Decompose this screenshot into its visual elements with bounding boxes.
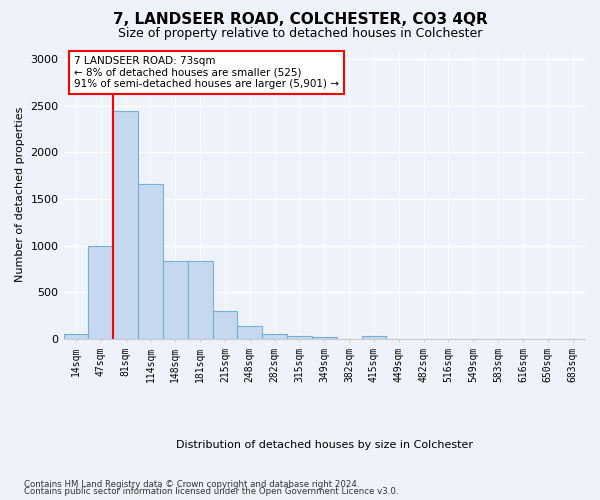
Bar — [212, 312, 238, 339]
Bar — [287, 336, 312, 339]
Text: Size of property relative to detached houses in Colchester: Size of property relative to detached ho… — [118, 28, 482, 40]
Bar — [362, 336, 386, 339]
Bar — [312, 337, 337, 339]
Text: 7 LANDSEER ROAD: 73sqm
← 8% of detached houses are smaller (525)
91% of semi-det: 7 LANDSEER ROAD: 73sqm ← 8% of detached … — [74, 56, 339, 89]
Bar — [262, 334, 287, 339]
Bar — [188, 262, 212, 339]
Bar — [138, 184, 163, 339]
X-axis label: Distribution of detached houses by size in Colchester: Distribution of detached houses by size … — [176, 440, 473, 450]
Bar — [163, 262, 188, 339]
Bar — [238, 326, 262, 339]
Text: 7, LANDSEER ROAD, COLCHESTER, CO3 4QR: 7, LANDSEER ROAD, COLCHESTER, CO3 4QR — [113, 12, 487, 28]
Bar — [64, 334, 88, 339]
Text: Contains public sector information licensed under the Open Government Licence v3: Contains public sector information licen… — [24, 487, 398, 496]
Y-axis label: Number of detached properties: Number of detached properties — [15, 106, 25, 282]
Text: Contains HM Land Registry data © Crown copyright and database right 2024.: Contains HM Land Registry data © Crown c… — [24, 480, 359, 489]
Bar — [88, 246, 113, 339]
Bar — [113, 110, 138, 339]
